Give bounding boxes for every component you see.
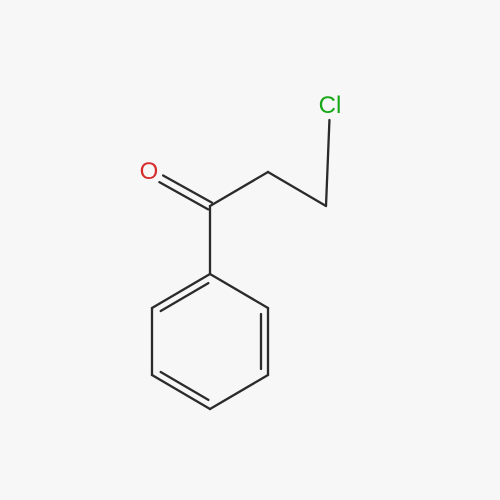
atom-label-O: O (140, 160, 159, 184)
bond-layer (0, 0, 500, 500)
atom-label-Cl: Cl (319, 94, 342, 118)
molecule-diagram: Cl O (0, 0, 500, 500)
